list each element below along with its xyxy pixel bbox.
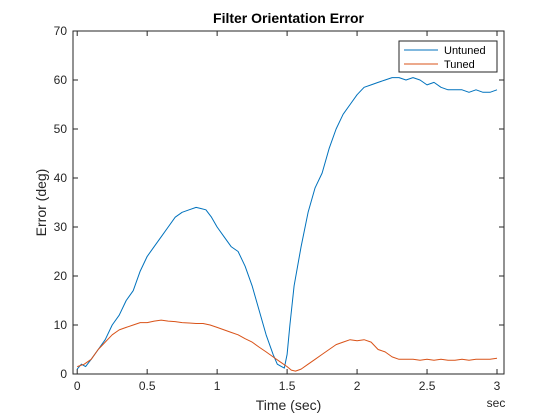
series-line-tuned <box>77 319 498 372</box>
x-tick-label: 0.5 <box>139 379 156 393</box>
series-line-untuned <box>76 77 498 370</box>
x-tick-label: 0 <box>74 379 81 393</box>
series-lines <box>76 77 498 372</box>
chart-title: Filter Orientation Error <box>213 10 364 26</box>
x-tick-label: 2 <box>354 379 361 393</box>
y-tick-label: 70 <box>54 24 68 38</box>
x-axis-units-label: sec <box>487 396 506 410</box>
legend-label-tuned: Tuned <box>444 59 475 71</box>
x-tick-label: 2.5 <box>419 379 436 393</box>
legend: Untuned Tuned <box>398 40 498 73</box>
x-tick-label: 1 <box>214 379 221 393</box>
legend-box <box>398 40 498 73</box>
y-tick-label: 0 <box>60 367 67 381</box>
x-axis: 0 0.5 1 1.5 2 2.5 3 <box>74 31 501 393</box>
y-axis-label: Error (deg) <box>33 169 49 237</box>
x-axis-label: Time (sec) <box>256 397 322 413</box>
y-tick-label: 50 <box>54 122 68 136</box>
legend-label-untuned: Untuned <box>444 45 486 57</box>
axes-box <box>72 30 505 375</box>
y-tick-label: 20 <box>54 269 68 283</box>
y-tick-label: 40 <box>54 171 68 185</box>
x-tick-label: 1.5 <box>279 379 296 393</box>
y-tick-label: 30 <box>54 220 68 234</box>
y-tick-label: 60 <box>54 73 68 87</box>
x-tick-label: 3 <box>494 379 501 393</box>
y-axis: 0 10 20 30 40 50 60 70 <box>54 24 504 381</box>
y-tick-label: 10 <box>54 318 68 332</box>
